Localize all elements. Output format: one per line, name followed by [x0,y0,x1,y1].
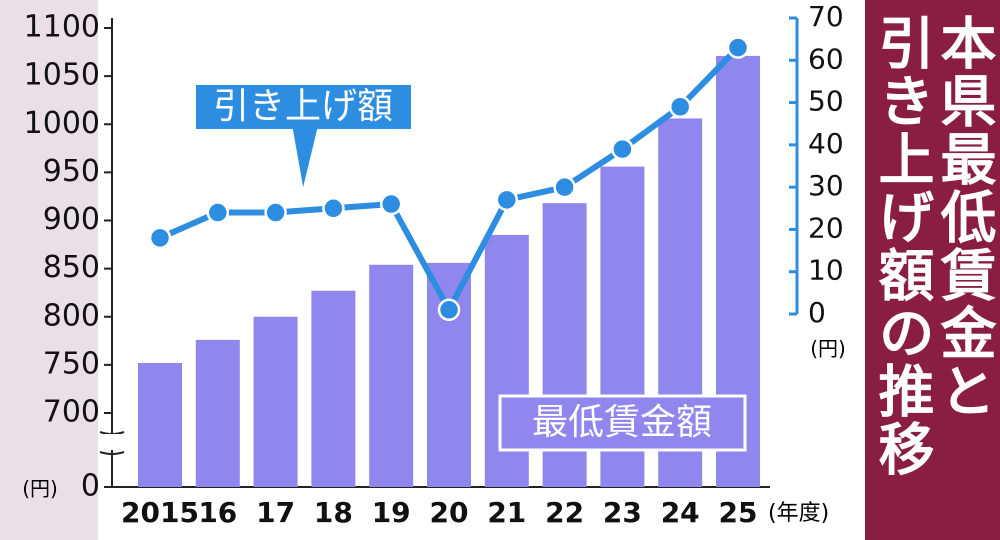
line-point [495,188,519,212]
x-unit: (年度) [768,501,829,526]
series-label: 最低賃金額 [532,402,712,443]
title-line: 本県最低賃金と [931,14,996,420]
y-tick-label: 0 [81,469,100,504]
bar [311,290,356,487]
x-tick-label: 17 [256,496,295,529]
x-tick-label: 25 [719,496,758,529]
line-point [148,226,172,250]
line-point [668,95,692,119]
x-tick-label: 16 [198,496,237,529]
y-unit: (円) [22,477,58,501]
y-tick-label: 800 [43,298,100,333]
y2-tick-label: 50 [808,85,844,118]
x-tick-label: 19 [372,496,411,529]
line-point [726,36,750,59]
line-point [206,201,230,224]
y-tick-label: 950 [43,154,100,189]
bar [138,362,182,487]
y2-tick-label: 70 [808,0,844,33]
line-point [379,192,403,216]
x-tick-label: 18 [314,496,353,529]
y-tick-label: 1050 [24,58,100,93]
y-tick-label: 700 [43,395,100,430]
title-line: 引き上げ額の推移 [869,14,934,478]
callout [498,394,747,452]
callout [194,83,413,193]
y2-tick-label: 10 [808,254,844,287]
x-tick-label: 22 [545,496,584,529]
line-point [437,298,461,322]
bar [253,316,298,487]
y-tick-label: 750 [43,346,100,381]
axis-break-gap [104,434,120,450]
bar [427,262,471,487]
y2-tick-label: 60 [808,42,844,75]
x-tick-label: 23 [603,496,642,529]
x-tick-label: 21 [487,496,526,529]
line-point [611,137,634,161]
y2-tick-label: 40 [808,127,844,160]
line-point [553,175,576,199]
y2-unit: (円) [810,337,846,361]
x-tick-label: 20 [430,496,469,529]
y-tick-label: 1000 [24,106,100,141]
bar [195,339,240,487]
y-tick-label: 850 [43,250,100,285]
x-tick-label: 24 [661,496,700,529]
axis-panel [0,0,98,540]
y2-tick-label: 30 [808,169,844,202]
series-label: 引き上げ額 [213,86,393,127]
title-panel [865,0,1000,540]
y2-tick-label: 0 [808,296,826,329]
bar [369,264,414,487]
y-tick-label: 900 [43,202,100,237]
y-tick-label: 1100 [24,10,100,45]
line-point [322,197,345,220]
x-tick-label: 2015 [121,496,199,529]
y2-tick-label: 20 [808,211,844,244]
line-point [264,201,287,224]
